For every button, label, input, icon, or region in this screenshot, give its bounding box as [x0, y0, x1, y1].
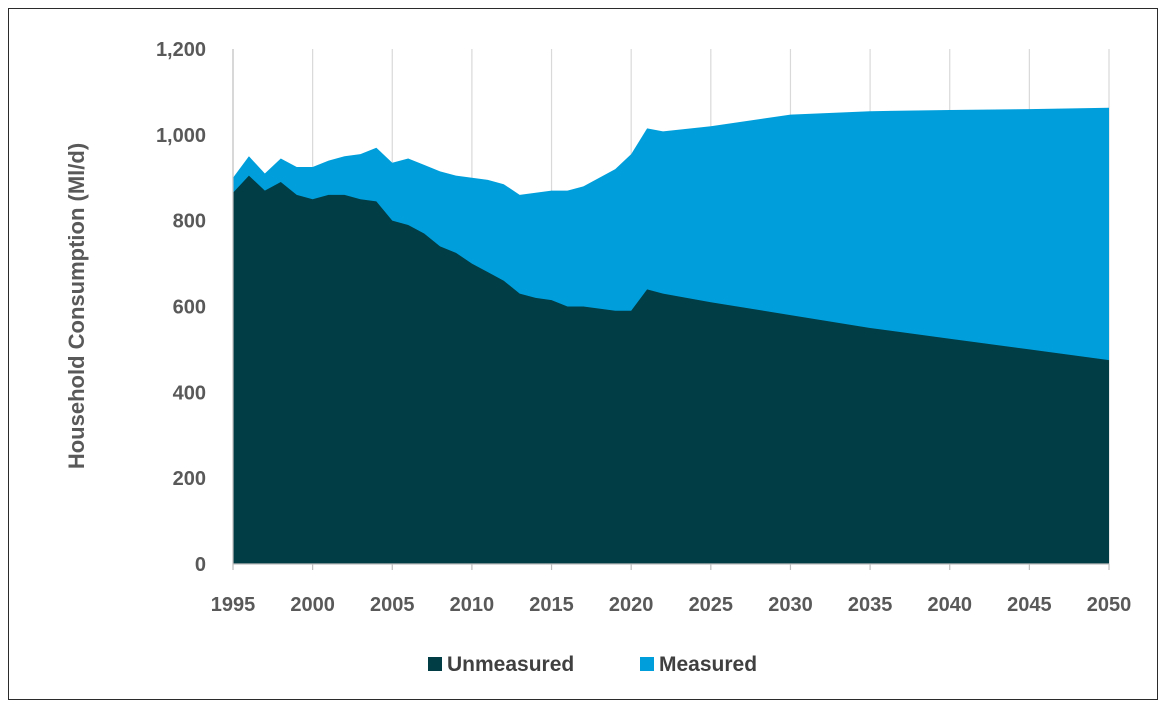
x-tick-label-2015: 2015	[529, 594, 574, 616]
x-tick-label-2000: 2000	[290, 594, 335, 616]
x-axis-ticks: 1995 2000 2005 2010 2015 2020 2025 2030 2035 2040…	[211, 564, 1132, 616]
axes	[232, 49, 1109, 565]
plot-areas	[233, 107, 1109, 564]
legend-swatch-unmeasured	[428, 657, 442, 671]
legend-label-unmeasured: Unmeasured	[447, 653, 574, 676]
x-tick-label-2010: 2010	[450, 594, 495, 616]
x-tick-label-1995: 1995	[211, 594, 256, 616]
y-tick-label-800: 800	[173, 211, 206, 233]
x-tick-label-2020: 2020	[609, 594, 654, 616]
legend-swatch-measured	[640, 657, 654, 671]
series-unmeasured-area	[233, 175, 1109, 564]
y-tick-label-0: 0	[195, 554, 206, 576]
y-tick-label-1200: 1,200	[156, 39, 206, 61]
y-tick-label-200: 200	[173, 468, 206, 490]
x-tick-label-2050: 2050	[1087, 594, 1132, 616]
y-tick-label-1000: 1,000	[156, 125, 206, 147]
y-tick-label-600: 600	[173, 297, 206, 319]
y-axis-label: Household Consumption (Ml/d)	[64, 143, 89, 469]
y-tick-label-400: 400	[173, 382, 206, 404]
legend: Unmeasured Measured	[428, 653, 757, 676]
x-tick-label-2025: 2025	[689, 594, 734, 616]
x-tick-label-2035: 2035	[848, 594, 893, 616]
x-tick-label-2040: 2040	[927, 594, 972, 616]
x-tick-label-2005: 2005	[370, 594, 415, 616]
x-tick-label-2045: 2045	[1007, 594, 1052, 616]
y-axis-ticks: 0 200 400 600 800 1,000 1,200	[156, 39, 206, 576]
x-tick-label-2030: 2030	[768, 594, 813, 616]
legend-label-measured: Measured	[659, 653, 757, 676]
